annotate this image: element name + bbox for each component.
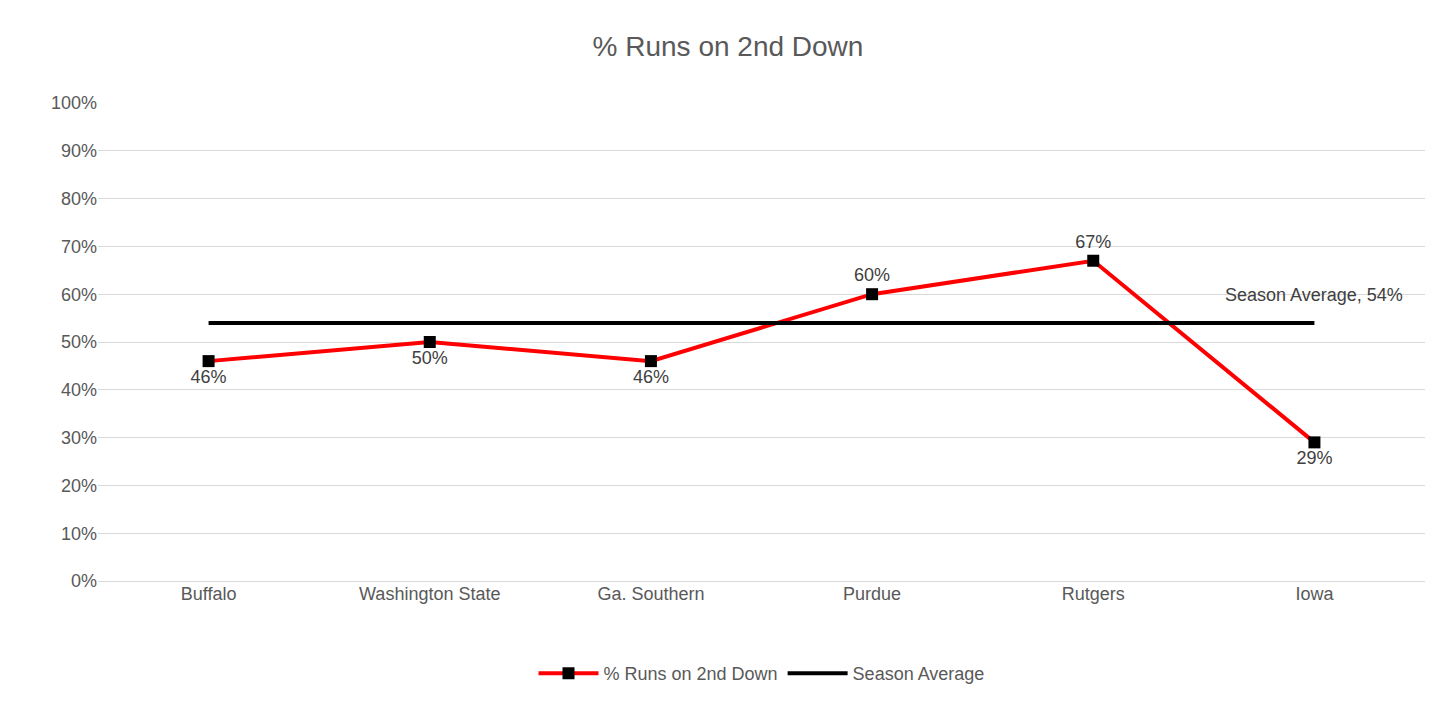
svg-text:Buffalo: Buffalo [181, 584, 237, 604]
svg-text:% Runs on 2nd Down: % Runs on 2nd Down [604, 664, 778, 684]
svg-text:100%: 100% [51, 93, 97, 113]
svg-text:60%: 60% [61, 285, 97, 305]
svg-text:0%: 0% [71, 571, 97, 591]
svg-text:50%: 50% [61, 332, 97, 352]
svg-text:20%: 20% [61, 476, 97, 496]
svg-text:Season Average, 54%: Season Average, 54% [1225, 285, 1403, 305]
svg-text:29%: 29% [1296, 448, 1332, 468]
svg-text:Season Average: Season Average [853, 664, 985, 684]
svg-text:40%: 40% [61, 380, 97, 400]
svg-text:30%: 30% [61, 428, 97, 448]
svg-text:67%: 67% [1075, 232, 1111, 252]
svg-text:% Runs on 2nd Down: % Runs on 2nd Down [593, 31, 864, 62]
svg-text:50%: 50% [412, 348, 448, 368]
svg-text:Ga. Southern: Ga. Southern [597, 584, 704, 604]
svg-text:90%: 90% [61, 141, 97, 161]
svg-text:Purdue: Purdue [843, 584, 901, 604]
svg-text:Rutgers: Rutgers [1062, 584, 1125, 604]
svg-text:70%: 70% [61, 237, 97, 257]
svg-text:46%: 46% [633, 367, 669, 387]
svg-text:Washington State: Washington State [359, 584, 500, 604]
svg-text:46%: 46% [191, 367, 227, 387]
svg-text:Iowa: Iowa [1295, 584, 1334, 604]
svg-text:10%: 10% [61, 524, 97, 544]
svg-text:60%: 60% [854, 265, 890, 285]
svg-text:80%: 80% [61, 189, 97, 209]
